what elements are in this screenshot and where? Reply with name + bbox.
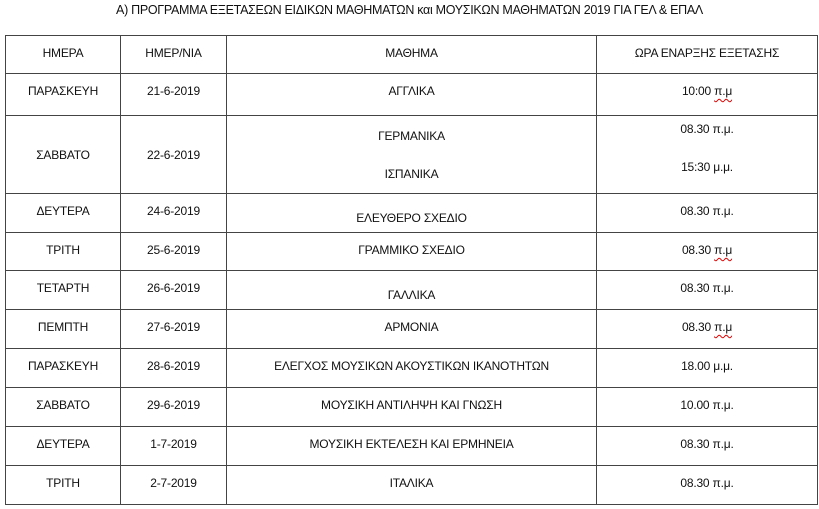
date-cell: 25-6-2019	[120, 232, 227, 271]
time-cell: 08.30 π.μ.	[596, 193, 818, 233]
day-cell: ΠΕΜΠΤΗ	[5, 309, 121, 349]
time-suffix: π.μ	[714, 84, 733, 98]
page-title: Α) ΠΡΟΓΡΑΜΜΑ ΕΞΕΤΑΣΕΩΝ ΕΙΔΙΚΩΝ ΜΑΘΗΜΑΤΩΝ…	[116, 3, 703, 17]
time-value: 08.30	[681, 243, 711, 257]
header-subject: ΜΑΘΗΜΑ	[226, 35, 597, 74]
table-row: ΤΡΙΤΗ 2-7-2019 ΙΤΑΛΙΚΑ 08.30 π.μ.	[5, 465, 818, 505]
subject-cell: ΑΓΓΛΙΚΑ	[226, 73, 597, 116]
subject-cell: ΜΟΥΣΙΚΗ ΕΚΤΕΛΕΣΗ ΚΑΙ ΕΡΜΗΝΕΙΑ	[226, 426, 597, 466]
header-day: ΗΜΕΡΑ	[5, 35, 121, 74]
day-cell: ΣΑΒΒΑΤΟ	[5, 387, 121, 427]
subject-item: ΓΕΡΜΑΝΙΚΑ	[378, 129, 445, 143]
date-cell: 1-7-2019	[120, 426, 227, 466]
table-row: ΔΕΥΤΕΡΑ 1-7-2019 ΜΟΥΣΙΚΗ ΕΚΤΕΛΕΣΗ ΚΑΙ ΕΡ…	[5, 426, 818, 466]
date-cell: 22-6-2019	[120, 115, 227, 194]
subject-cell: ΕΛΕΥΘΕΡΟ ΣΧΕΔΙΟ	[226, 193, 597, 233]
table-row: ΠΑΡΑΣΚΕΥΗ 28-6-2019 ΕΛΕΓΧΟΣ ΜΟΥΣΙΚΩΝ ΑΚΟ…	[5, 348, 818, 388]
time-cell: 08.30 π.μ	[596, 232, 818, 271]
time-value: 08.30	[681, 320, 711, 334]
time-suffix: π.μ	[714, 243, 733, 257]
day-cell: ΠΑΡΑΣΚΕΥΗ	[5, 348, 121, 388]
time-cell: 10.00 π.μ.	[596, 387, 818, 427]
time-cell: 08.30 π.μ	[596, 309, 818, 349]
subject-cell: ΓΑΛΛΙΚΑ	[226, 270, 597, 310]
table-row: ΣΑΒΒΑΤΟ 29-6-2019 ΜΟΥΣΙΚΗ ΑΝΤΙΛΗΨΗ ΚΑΙ Γ…	[5, 387, 818, 427]
subject-cell: ΙΤΑΛΙΚΑ	[226, 465, 597, 505]
date-cell: 2-7-2019	[120, 465, 227, 505]
table-row: ΣΑΒΒΑΤΟ 22-6-2019 ΓΕΡΜΑΝΙΚΑ ΙΣΠΑΝΙΚΑ 08.…	[5, 115, 818, 194]
date-cell: 27-6-2019	[120, 309, 227, 349]
day-cell: ΔΕΥΤΕΡΑ	[5, 426, 121, 466]
subject-cell: ΓΕΡΜΑΝΙΚΑ ΙΣΠΑΝΙΚΑ	[226, 115, 597, 194]
table-row: ΤΕΤΑΡΤΗ 26-6-2019 ΓΑΛΛΙΚΑ 08.30 π.μ.	[5, 270, 818, 310]
day-cell: ΔΕΥΤΕΡΑ	[5, 193, 121, 233]
time-item: 08.30 π.μ.	[680, 122, 734, 136]
day-cell: ΣΑΒΒΑΤΟ	[5, 115, 121, 194]
day-cell: ΤΡΙΤΗ	[5, 465, 121, 505]
subject-cell: ΓΡΑΜΜΙΚΟ ΣΧΕΔΙΟ	[226, 232, 597, 271]
date-cell: 29-6-2019	[120, 387, 227, 427]
subject-cell: ΕΛΕΓΧΟΣ ΜΟΥΣΙΚΩΝ ΑΚΟΥΣΤΙΚΩΝ ΙΚΑΝΟΤΗΤΩΝ	[226, 348, 597, 388]
time-cell: 08.30 π.μ. 15:30 μ.μ.	[596, 115, 818, 194]
time-cell: 10:00 π.μ	[596, 73, 818, 116]
time-cell: 08.30 π.μ.	[596, 465, 818, 505]
day-cell: ΤΡΙΤΗ	[5, 232, 121, 271]
date-cell: 21-6-2019	[120, 73, 227, 116]
table-row: ΠΑΡΑΣΚΕΥΗ 21-6-2019 ΑΓΓΛΙΚΑ 10:00 π.μ	[5, 73, 818, 116]
day-cell: ΠΑΡΑΣΚΕΥΗ	[5, 73, 121, 116]
table-row: ΔΕΥΤΕΡΑ 24-6-2019 ΕΛΕΥΘΕΡΟ ΣΧΕΔΙΟ 08.30 …	[5, 193, 818, 233]
date-cell: 28-6-2019	[120, 348, 227, 388]
table-row: ΠΕΜΠΤΗ 27-6-2019 ΑΡΜΟΝΙΑ 08.30 π.μ	[5, 309, 818, 349]
exam-schedule-table: ΗΜΕΡΑ ΗΜΕΡ/ΝΙΑ ΜΑΘΗΜΑ ΩΡΑ ΕΝΑΡΞΗΣ ΕΞΕΤΑΣ…	[5, 35, 818, 505]
date-cell: 26-6-2019	[120, 270, 227, 310]
subject-item: ΙΣΠΑΝΙΚΑ	[384, 167, 439, 181]
header-row: ΗΜΕΡΑ ΗΜΕΡ/ΝΙΑ ΜΑΘΗΜΑ ΩΡΑ ΕΝΑΡΞΗΣ ΕΞΕΤΑΣ…	[5, 35, 818, 74]
subject-cell: ΜΟΥΣΙΚΗ ΑΝΤΙΛΗΨΗ ΚΑΙ ΓΝΩΣΗ	[226, 387, 597, 427]
time-cell: 08.30 π.μ.	[596, 270, 818, 310]
header-date: ΗΜΕΡ/ΝΙΑ	[120, 35, 227, 74]
time-item: 15:30 μ.μ.	[681, 160, 733, 174]
date-cell: 24-6-2019	[120, 193, 227, 233]
time-value: 10:00	[681, 84, 711, 98]
time-cell: 08.30 π.μ.	[596, 426, 818, 466]
subject-cell: ΑΡΜΟΝΙΑ	[226, 309, 597, 349]
day-cell: ΤΕΤΑΡΤΗ	[5, 270, 121, 310]
table-row: ΤΡΙΤΗ 25-6-2019 ΓΡΑΜΜΙΚΟ ΣΧΕΔΙΟ 08.30 π.…	[5, 232, 818, 271]
header-time: ΩΡΑ ΕΝΑΡΞΗΣ ΕΞΕΤΑΣΗΣ	[596, 35, 818, 74]
time-cell: 18.00 μ.μ.	[596, 348, 818, 388]
time-suffix: π.μ	[714, 320, 733, 334]
